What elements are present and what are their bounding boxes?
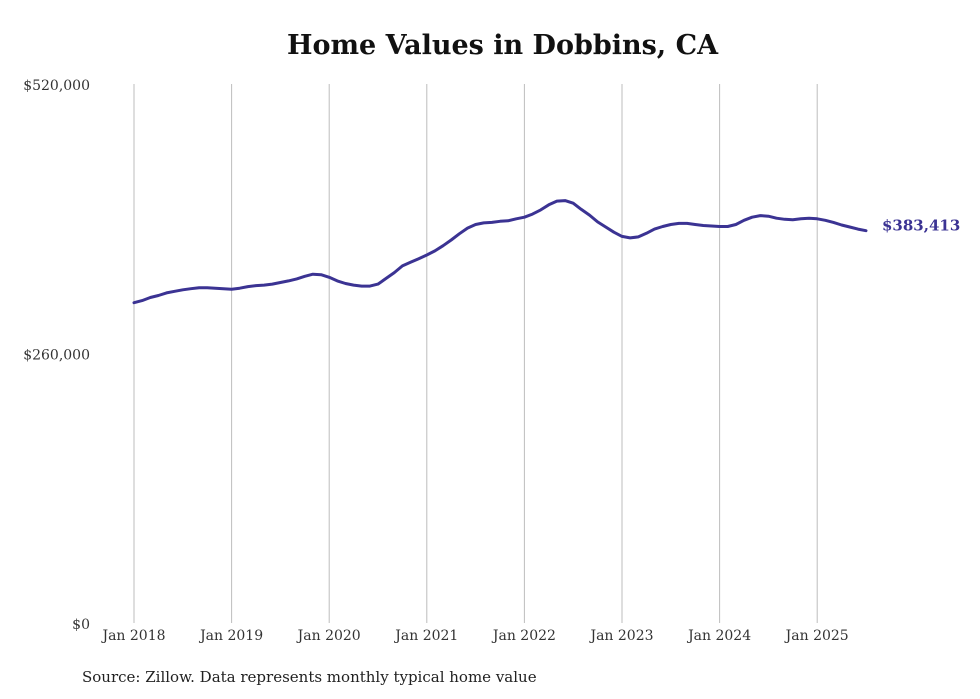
x-tick-label: Jan 2025 [784,628,849,644]
grid-lines [133,84,818,623]
x-tick-label: Jan 2019 [198,628,263,644]
x-tick-label: Jan 2024 [686,628,751,644]
chart-title: Home Values in Dobbins, CA [286,30,719,61]
x-tick-label: Jan 2020 [296,628,361,644]
y-tick-label: $520,000 [23,78,90,94]
series-line [132,199,868,305]
series-layer: $383,413 [132,199,960,305]
source-note: Source: Zillow. Data represents monthly … [82,668,537,686]
x-tick-label: Jan 2023 [588,628,653,644]
x-tick-label: Jan 2022 [491,628,556,644]
y-tick-label: $260,000 [23,348,90,364]
end-value-label: $383,413 [882,217,960,235]
chart-plot-area: $0$260,000$520,000 Jan 2018 Jan 2019 Jan 2… [23,78,960,644]
x-tick-label: Jan 2021 [393,628,458,644]
x-tick-label: Jan 2018 [100,628,165,644]
y-axis-ticks: $0 $260,000 $520,000 [23,78,90,633]
y-tick-label: $0 [72,617,90,633]
x-axis-ticks: Jan 2018 Jan 2019 Jan 2020 Jan 2021 Jan 2022… [100,628,848,644]
